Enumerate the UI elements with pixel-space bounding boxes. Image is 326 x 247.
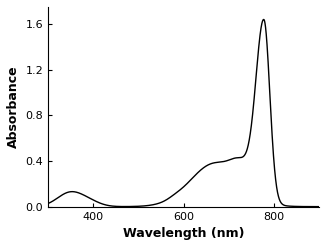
Y-axis label: Absorbance: Absorbance — [7, 65, 20, 148]
X-axis label: Wavelength (nm): Wavelength (nm) — [123, 227, 244, 240]
